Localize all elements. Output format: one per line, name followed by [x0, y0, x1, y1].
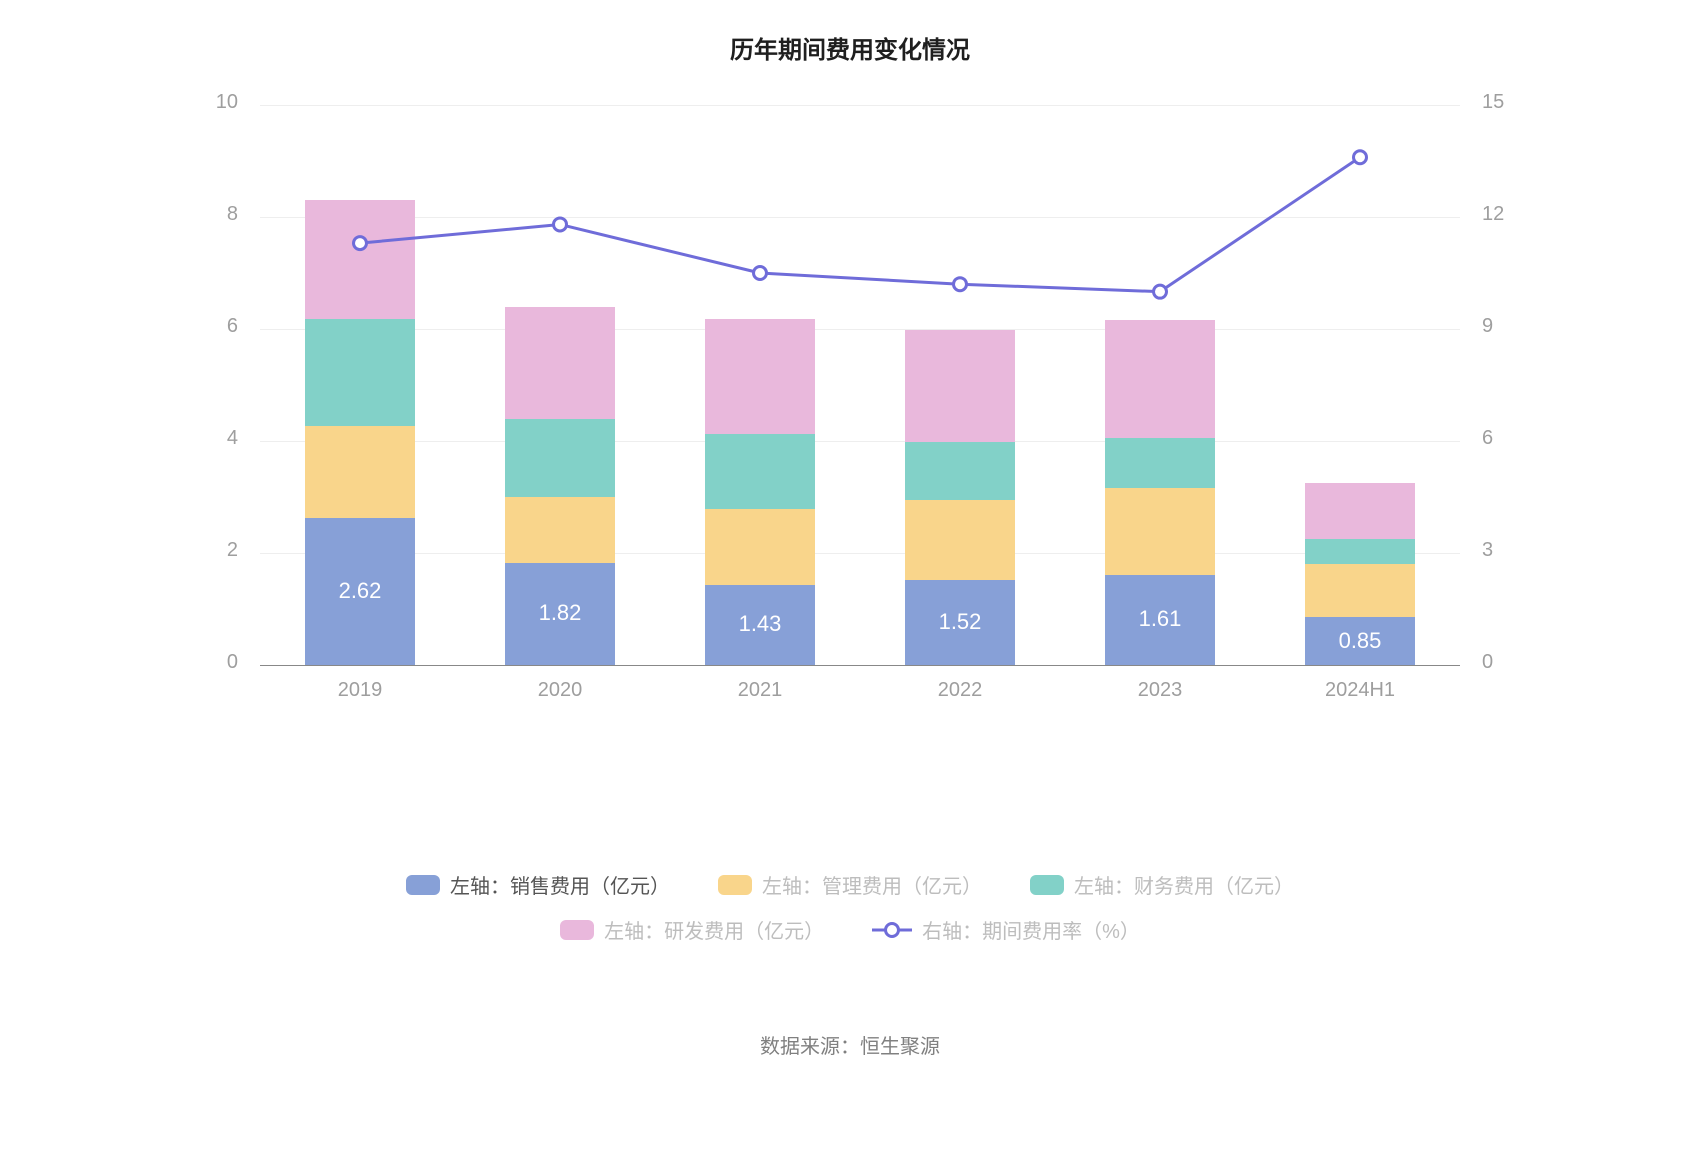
legend-swatch [1030, 875, 1064, 895]
legend-item-sales[interactable]: 左轴：销售费用（亿元） [406, 870, 670, 899]
bar-segment-finance [1105, 438, 1215, 488]
bar-group: 1.82 [505, 105, 615, 665]
y-right-tick: 15 [1482, 91, 1542, 114]
legend-item-admin[interactable]: 左轴：管理费用（亿元） [718, 870, 982, 899]
legend-swatch [718, 875, 752, 895]
y-left-tick: 10 [178, 91, 238, 114]
bar-segment-admin [1305, 564, 1415, 617]
bar-group: 1.61 [1105, 105, 1215, 665]
legend-label: 左轴：管理费用（亿元） [762, 870, 982, 899]
x-tick: 2020 [460, 679, 660, 702]
bar-value-label: 1.52 [905, 609, 1015, 635]
chart-title: 历年期间费用变化情况 [0, 30, 1700, 65]
legend-swatch [560, 920, 594, 940]
gridline [260, 665, 1460, 666]
bar-value-label: 1.82 [505, 600, 615, 626]
bar-segment-rnd [1305, 483, 1415, 539]
y-left-tick: 4 [178, 427, 238, 450]
bar-group: 1.52 [905, 105, 1015, 665]
bar-segment-rnd [505, 307, 615, 419]
bar-value-label: 1.61 [1105, 606, 1215, 632]
data-source-label: 数据来源：恒生聚源 [0, 1030, 1700, 1059]
bar-segment-finance [905, 442, 1015, 501]
bar-group: 1.43 [705, 105, 815, 665]
legend-swatch [406, 875, 440, 895]
bar-segment-admin [305, 426, 415, 518]
y-left-tick: 0 [178, 651, 238, 674]
bar-value-label: 2.62 [305, 578, 415, 604]
bar-value-label: 0.85 [1305, 628, 1415, 654]
legend-line-swatch [872, 920, 912, 940]
x-tick: 2023 [1060, 679, 1260, 702]
y-right-tick: 9 [1482, 315, 1542, 338]
gridline [260, 329, 1460, 330]
y-left-tick: 2 [178, 539, 238, 562]
y-right-tick: 3 [1482, 539, 1542, 562]
bar-segment-finance [305, 319, 415, 425]
y-left-tick: 8 [178, 203, 238, 226]
gridline [260, 217, 1460, 218]
bar-segment-finance [705, 434, 815, 510]
bar-segment-admin [705, 509, 815, 585]
bar-group: 0.85 [1305, 105, 1415, 665]
bar-segment-admin [905, 500, 1015, 580]
x-tick: 2022 [860, 679, 1060, 702]
plot-area: 024681003691215201920202021202220232024H… [260, 105, 1460, 665]
legend-item-finance[interactable]: 左轴：财务费用（亿元） [1030, 870, 1294, 899]
y-right-tick: 0 [1482, 651, 1542, 674]
bar-segment-rnd [305, 200, 415, 319]
legend: 左轴：销售费用（亿元） 左轴：管理费用（亿元） 左轴：财务费用（亿元） 左轴：研发费用… [0, 870, 1700, 944]
y-right-tick: 12 [1482, 203, 1542, 226]
legend-item-rnd[interactable]: 左轴：研发费用（亿元） [560, 915, 824, 944]
x-tick: 2021 [660, 679, 860, 702]
bar-group: 2.62 [305, 105, 415, 665]
bar-segment-rnd [1105, 320, 1215, 438]
legend-label: 左轴：研发费用（亿元） [604, 915, 824, 944]
gridline [260, 553, 1460, 554]
bar-segment-admin [505, 497, 615, 563]
legend-item-expense_ratio[interactable]: 右轴：期间费用率（%） [872, 915, 1140, 944]
chart-container: 历年期间费用变化情况 02468100369121520192020202120… [0, 0, 1700, 1150]
gridline [260, 441, 1460, 442]
y-left-tick: 6 [178, 315, 238, 338]
bar-segment-admin [1105, 488, 1215, 575]
x-tick: 2024H1 [1260, 679, 1460, 702]
legend-label: 右轴：期间费用率（%） [922, 915, 1140, 944]
legend-label: 左轴：销售费用（亿元） [450, 870, 670, 899]
y-right-tick: 6 [1482, 427, 1542, 450]
bar-segment-rnd [705, 319, 815, 434]
bar-segment-finance [1305, 539, 1415, 564]
bar-value-label: 1.43 [705, 611, 815, 637]
line-series [260, 105, 1460, 665]
x-tick: 2019 [260, 679, 460, 702]
legend-label: 左轴：财务费用（亿元） [1074, 870, 1294, 899]
gridline [260, 105, 1460, 106]
bar-segment-rnd [905, 330, 1015, 442]
bar-segment-finance [505, 419, 615, 497]
